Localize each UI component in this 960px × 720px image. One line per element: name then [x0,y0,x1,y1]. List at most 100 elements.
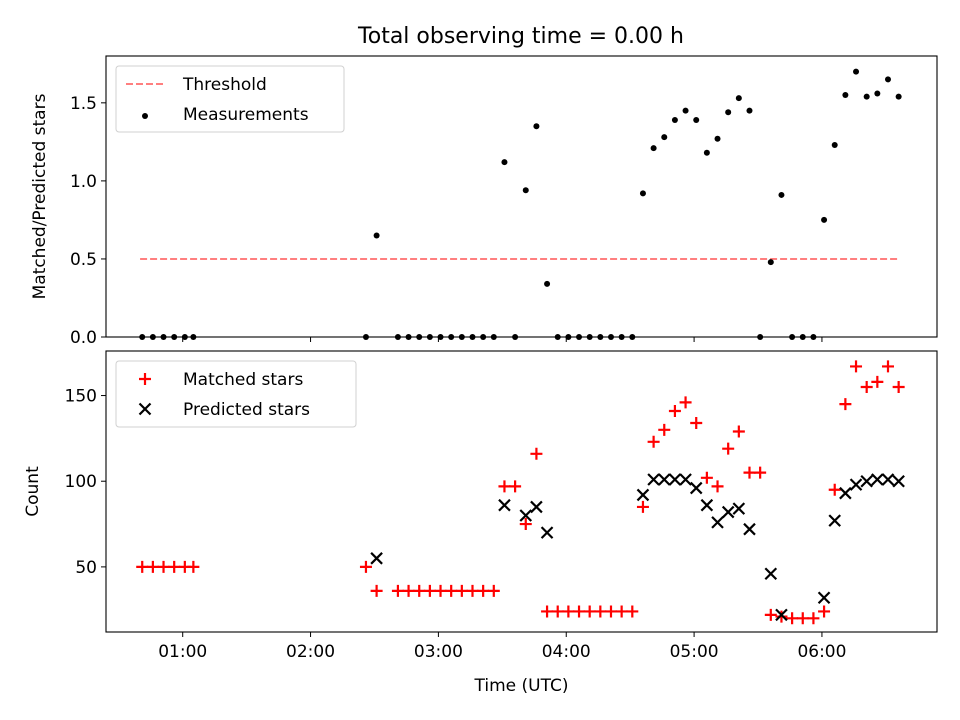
matched-star-point [370,584,383,597]
predicted-star-point [679,473,692,486]
predicted-star-point [839,486,852,500]
measurement-point [394,334,401,340]
measurement-point [160,334,167,340]
legend-cross-swatch [138,402,152,416]
y-axis-label: Matched/Predicted stars [30,93,50,299]
predicted-star-point [743,522,756,536]
measurement-point [757,334,764,340]
predicted-star-point [828,514,842,527]
predicted-star-point [732,502,746,515]
measurement-point [373,232,380,239]
measurement-point [650,145,657,152]
measurement-point [426,334,433,340]
measurement-point [853,68,860,75]
predicted-star-point [711,516,724,529]
legend-label: Predicted stars [183,400,310,420]
measurement-point [512,334,519,340]
matched-star-point [764,608,777,621]
matched-star-point [690,416,703,429]
measurement-point [661,134,668,141]
predicted-star-point [519,509,533,522]
predicted-star-point [817,591,831,605]
legend-dot-swatch [142,113,148,119]
measurement-point [842,92,849,99]
matched-star-point [359,560,372,573]
measurement-point [181,334,188,340]
measurement-point [874,90,881,97]
predicted-star-point [860,474,873,488]
measurement-point [544,280,551,287]
legend-box [115,65,345,133]
measurement-point [501,159,508,166]
matched-star-point [423,584,436,597]
matched-star-point [754,466,767,479]
measurement-point [416,334,423,340]
measurement-point [480,334,487,340]
measurement-point [171,334,178,340]
measurement-point [458,334,465,340]
matched-star-point [530,447,543,460]
measurement-point [618,334,625,340]
legend-label: Threshold [182,75,267,95]
predicted-star-point [657,473,671,486]
measurement-point [895,93,902,100]
predicted-star-point [636,488,650,502]
predicted-star-point [498,498,511,512]
matched-star-point [573,605,586,618]
measurement-point [437,334,444,340]
y-tick-label: 100 [65,472,97,492]
legend-box [115,360,357,428]
matched-star-point [541,605,554,618]
measurement-point [490,334,497,340]
measurement-point [778,191,785,198]
matched-star-point [668,404,681,417]
measurement-point [149,334,156,340]
y-tick-label: 50 [75,558,97,578]
predicted-star-point [849,478,863,491]
matched-star-point [157,560,170,573]
measurement-point [639,190,646,197]
measurement-point [362,334,369,340]
measurement-point [533,123,540,130]
predicted-star-point [700,498,714,512]
matched-star-point [477,584,490,597]
matched-star-point [722,442,735,455]
matched-star-point [583,605,596,618]
matched-star-point [391,584,404,597]
measurement-point [190,334,197,340]
measurement-point [554,334,561,340]
ratio-panel: 0.0 0.5 1.0 1.5 Matched/Predicted stars Thres… [30,55,938,348]
x-tick-label: 06:00 [797,642,846,662]
measurement-point [735,95,742,102]
matched-star-point [487,584,500,597]
matched-star-point [402,584,415,597]
matched-star-point [658,423,671,436]
measurement-point [522,187,529,194]
measurement-point [671,117,678,124]
matched-star-point [168,560,181,573]
measurement-point [682,107,689,114]
matched-star-point [434,584,447,597]
matched-star-point [413,584,426,597]
predicted-star-point [721,505,735,519]
matched-star-point [562,605,575,618]
measurement-point [405,334,412,340]
matched-star-point [146,560,159,573]
x-axis-label: Time (UTC) [474,676,569,696]
matched-star-point [860,380,873,393]
matched-star-point [828,483,841,496]
y-axis-label: Count [23,466,43,517]
matched-star-point [892,380,905,393]
matched-star-point [455,584,468,597]
matched-star-point [818,605,831,618]
matched-star-point [775,610,788,623]
matched-star-point [871,375,884,388]
matched-star-point [509,480,522,493]
y-tick-label: 0.0 [70,328,97,348]
y-tick-label: 150 [65,387,97,407]
x-tick-label: 03:00 [414,642,463,662]
predicted-star-point [530,500,543,514]
matched-star-point [700,471,713,484]
predicted-star-point [668,473,682,486]
x-tick-label: 01:00 [158,642,207,662]
